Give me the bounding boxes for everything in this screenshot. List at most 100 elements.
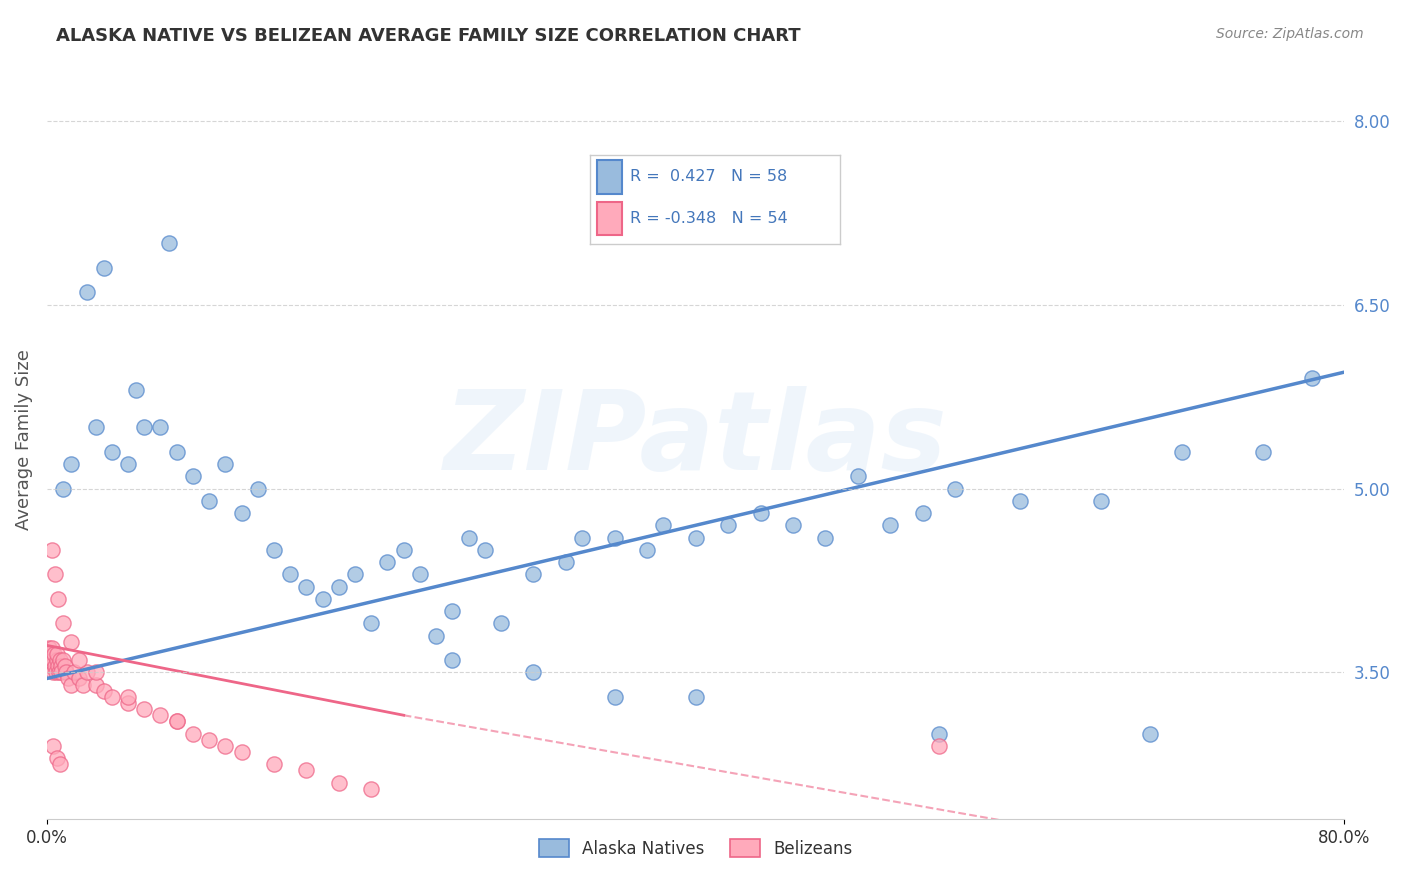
Point (39, 653, 62, 667)
Point (685, 531, 707, 545)
Point (489, 616, 512, 631)
Point (63, 665, 86, 680)
Point (278, 567, 301, 582)
Point (117, 696, 139, 710)
Point (84, 420, 107, 434)
Point (441, 604, 464, 618)
Point (166, 714, 188, 729)
Point (41, 542, 63, 557)
Point (67, 653, 90, 667)
Point (1171, 444, 1194, 458)
Point (38, 647, 60, 661)
Point (60, 457, 83, 471)
Point (166, 714, 188, 729)
Point (51, 665, 73, 680)
Point (41, 640, 63, 655)
Point (214, 457, 236, 471)
Point (72, 677, 94, 691)
Point (117, 457, 139, 471)
Text: ALASKA NATIVE VS BELIZEAN AVERAGE FAMILY SIZE CORRELATION CHART: ALASKA NATIVE VS BELIZEAN AVERAGE FAMILY… (56, 27, 801, 45)
Text: R =  0.427   N = 58: R = 0.427 N = 58 (630, 169, 787, 184)
Point (441, 653, 464, 667)
Point (749, 506, 772, 520)
Point (636, 542, 658, 557)
Point (1301, 371, 1323, 385)
Point (344, 567, 367, 582)
Point (134, 702, 156, 716)
Point (295, 580, 318, 594)
Point (46, 591, 69, 606)
Point (49, 659, 72, 673)
Point (911, 506, 934, 520)
Point (60, 677, 83, 691)
Point (44, 647, 66, 661)
Point (76, 665, 98, 680)
Point (360, 616, 382, 631)
Point (38, 640, 60, 655)
Point (879, 518, 901, 533)
Point (311, 591, 333, 606)
Point (56, 672, 79, 686)
Point (263, 757, 285, 772)
Point (67, 672, 90, 686)
Point (685, 690, 707, 704)
Point (181, 469, 204, 483)
Legend: Alaska Natives, Belizeans: Alaska Natives, Belizeans (533, 833, 859, 864)
Point (166, 444, 188, 458)
Point (231, 506, 253, 520)
Point (474, 542, 496, 557)
Point (522, 567, 544, 582)
Point (328, 775, 350, 789)
Point (60, 634, 83, 648)
Point (814, 531, 837, 545)
Point (360, 781, 382, 796)
Point (41, 653, 63, 667)
Point (84, 665, 107, 680)
Text: Source: ZipAtlas.com: Source: ZipAtlas.com (1216, 27, 1364, 41)
Point (409, 567, 432, 582)
Point (554, 555, 576, 569)
Point (53, 659, 76, 673)
Point (49, 757, 72, 772)
Text: ZIPatlas: ZIPatlas (444, 386, 948, 493)
Point (52, 653, 75, 667)
Point (44, 567, 66, 582)
Point (1253, 444, 1275, 458)
Point (1090, 493, 1112, 508)
Point (928, 739, 950, 753)
Point (46, 659, 69, 673)
Point (117, 690, 139, 704)
Point (52, 482, 75, 496)
Point (149, 708, 172, 723)
Point (125, 384, 148, 398)
Point (231, 745, 253, 759)
Point (214, 739, 236, 753)
Point (45, 751, 67, 765)
Point (181, 726, 204, 740)
FancyBboxPatch shape (598, 202, 623, 235)
Point (928, 726, 950, 740)
Point (377, 555, 399, 569)
Point (263, 542, 285, 557)
Point (943, 482, 966, 496)
Point (1008, 493, 1031, 508)
Point (328, 580, 350, 594)
Point (134, 420, 156, 434)
Point (42, 739, 65, 753)
Point (84, 677, 107, 691)
Point (44, 659, 66, 673)
Point (246, 482, 269, 496)
Point (571, 531, 593, 545)
Point (782, 518, 804, 533)
Point (48, 665, 70, 680)
Point (652, 518, 675, 533)
Point (603, 531, 626, 545)
Point (157, 236, 180, 251)
Point (55, 665, 77, 680)
Point (45, 653, 67, 667)
Point (198, 493, 221, 508)
Point (425, 629, 447, 643)
Point (93, 683, 115, 698)
Point (457, 531, 479, 545)
Point (295, 764, 318, 778)
